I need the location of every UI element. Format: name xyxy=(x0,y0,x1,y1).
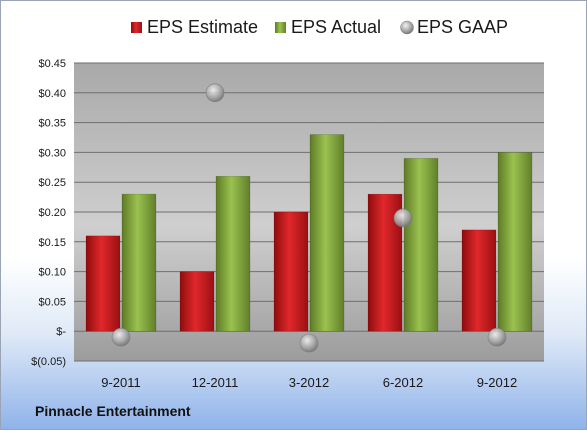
bar-eps-actual xyxy=(497,152,533,332)
bar-eps-estimate xyxy=(179,271,215,332)
x-category-label: 9-2012 xyxy=(477,375,517,390)
y-axis-ticks: $(0.05) $- $0.05 $0.10 $0.15 $0.20 $0.25 $0.30 $… xyxy=(31,58,66,368)
y-tick-label: $(0.05) xyxy=(31,356,66,368)
company-name: Pinnacle Entertainment xyxy=(35,403,191,419)
marker-eps-gaap xyxy=(299,333,319,353)
legend-swatch xyxy=(400,20,414,35)
y-tick-label: $0.25 xyxy=(38,177,66,189)
bar-eps-actual xyxy=(121,193,157,332)
y-tick-label: $- xyxy=(56,326,66,338)
bar-eps-actual xyxy=(215,175,251,332)
x-axis-categories: 9-2011 12-2011 3-2012 6-2012 9-2012 xyxy=(101,375,517,390)
bar-eps-actual xyxy=(403,158,439,332)
bar-eps-actual xyxy=(309,134,345,332)
y-tick-label: $0.15 xyxy=(38,237,66,249)
marker-eps-gaap xyxy=(487,327,507,347)
legend-label: EPS Actual xyxy=(291,17,381,37)
marker-eps-gaap xyxy=(205,83,225,103)
bar-eps-estimate xyxy=(461,229,497,332)
marker-eps-gaap xyxy=(393,208,413,228)
y-tick-label: $0.05 xyxy=(38,296,66,308)
y-tick-label: $0.45 xyxy=(38,58,66,70)
bar-eps-estimate xyxy=(85,235,121,332)
bars xyxy=(85,134,533,332)
y-tick-label: $0.20 xyxy=(38,207,66,219)
y-tick-label: $0.10 xyxy=(38,267,66,279)
legend-label: EPS Estimate xyxy=(147,17,258,37)
x-category-label: 6-2012 xyxy=(383,375,423,390)
y-tick-label: $0.35 xyxy=(38,118,66,130)
x-category-label: 9-2011 xyxy=(101,375,141,390)
bar-eps-estimate xyxy=(273,211,309,332)
y-tick-label: $0.30 xyxy=(38,147,66,159)
legend: EPS Estimate EPS Actual EPS GAAP xyxy=(131,17,508,37)
y-tick-label: $0.40 xyxy=(38,88,66,100)
legend-swatch xyxy=(275,22,286,33)
legend-label: EPS GAAP xyxy=(417,17,508,37)
x-category-label: 3-2012 xyxy=(289,375,329,390)
gaap-markers xyxy=(111,83,507,353)
legend-swatch xyxy=(131,22,142,33)
marker-eps-gaap xyxy=(111,327,131,347)
x-category-label: 12-2011 xyxy=(192,375,239,390)
